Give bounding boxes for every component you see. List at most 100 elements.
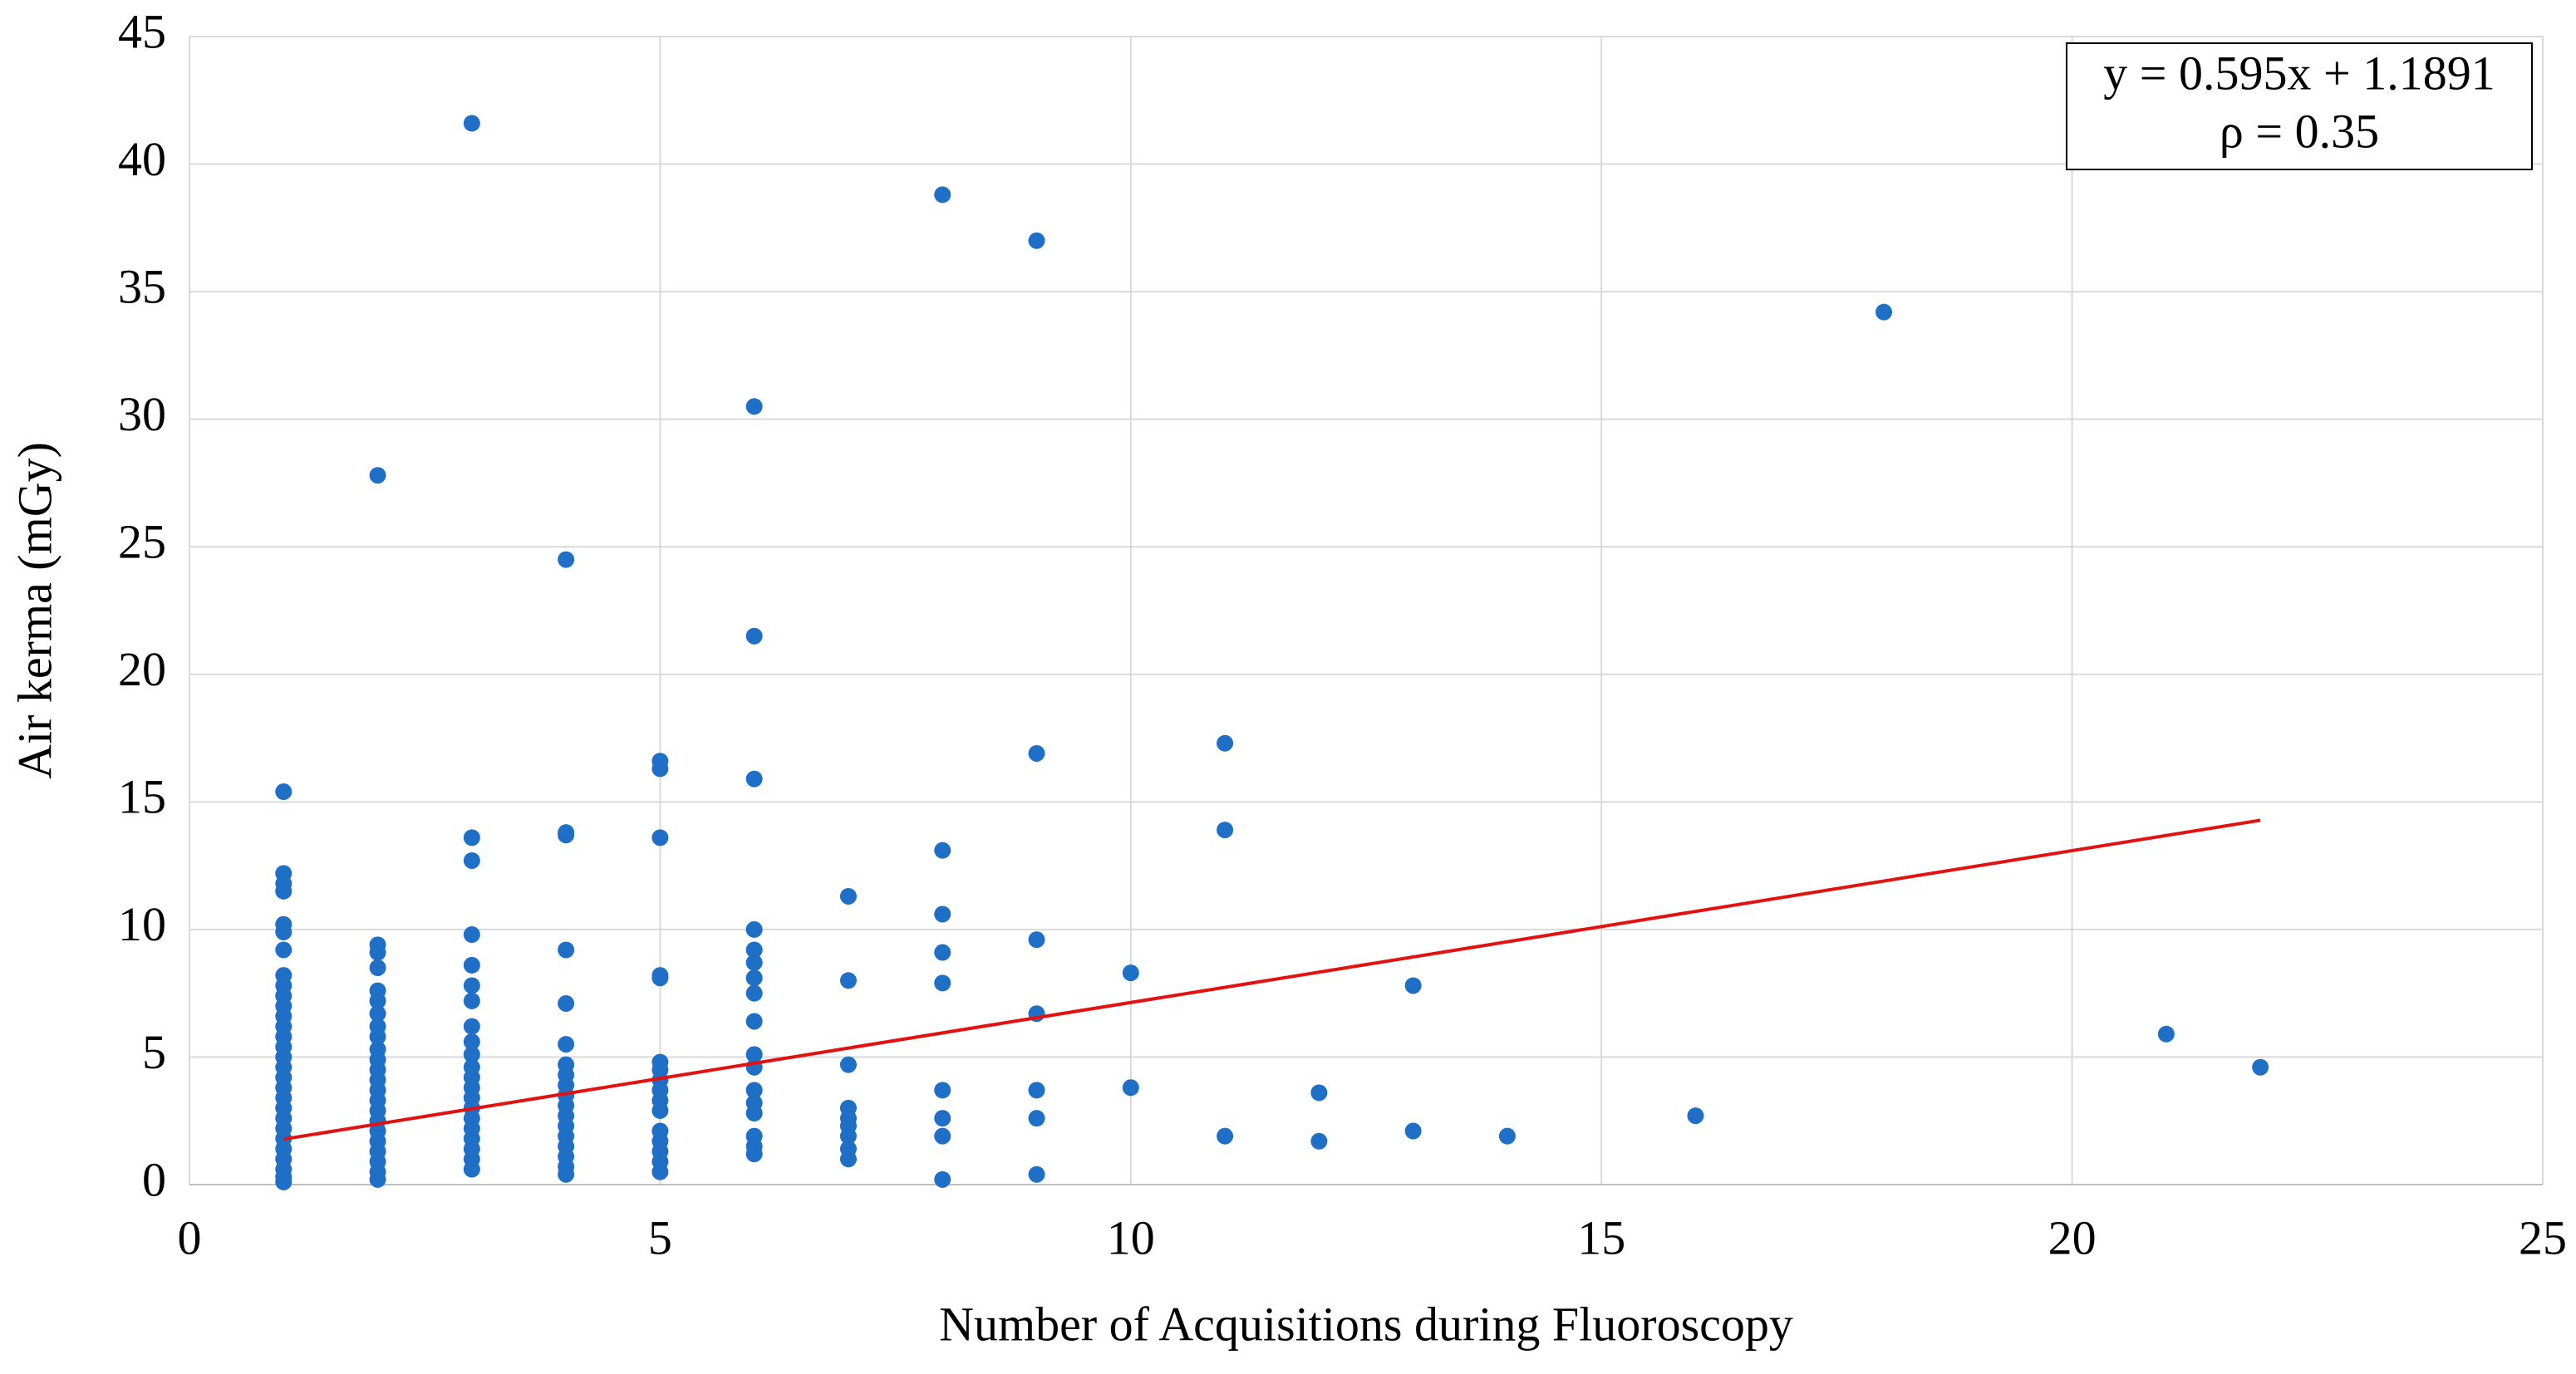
point [463,956,480,974]
point [463,1018,480,1035]
point [745,920,763,938]
point [934,944,951,961]
point [745,1146,763,1163]
point [463,829,480,846]
annotation-line: ρ = 0.35 [2220,104,2379,158]
point [463,977,480,994]
x-tick-label: 0 [178,1210,202,1264]
point [745,984,763,1002]
point [1498,1127,1516,1145]
point [369,992,386,1009]
y-tick-label: 25 [118,515,166,569]
trend-line [283,818,2261,1141]
point [745,770,763,788]
y-tick-label: 10 [118,897,166,951]
point [558,551,575,568]
point [1122,1079,1139,1097]
point [934,186,951,204]
point [369,959,386,976]
point [369,1028,386,1045]
point [745,1013,763,1030]
point [934,1170,951,1188]
point [934,1127,951,1145]
point [463,1033,480,1051]
point [745,969,763,987]
point [275,783,293,801]
point [745,627,763,645]
point [1404,977,1422,994]
point [463,115,480,132]
point [275,1173,293,1190]
point [1217,822,1234,839]
point [463,992,480,1009]
point [275,923,293,940]
point [651,829,669,846]
point [558,1036,575,1053]
y-tick-label: 30 [118,387,166,441]
point [934,1082,951,1099]
point [1687,1107,1704,1125]
y-tick-label: 20 [118,642,166,696]
y-tick-label: 5 [142,1025,166,1079]
point [839,887,857,905]
point [1028,744,1045,762]
annotation-line: y = 0.595x + 1.1891 [2103,46,2495,100]
point [1310,1084,1328,1102]
point [745,941,763,959]
x-tick-label: 15 [1577,1210,1625,1264]
point [839,972,857,989]
point [839,1127,857,1145]
point [558,941,575,959]
x-axis-label: Number of Acquisitions during Fluoroscop… [939,1297,1793,1351]
point [558,1165,575,1183]
y-axis-label: Air kerma (mGy) [7,442,61,779]
point [1404,1122,1422,1140]
point [934,905,951,923]
point [745,954,763,971]
point [745,1046,763,1063]
x-tick-label: 10 [1107,1210,1155,1264]
point [558,994,575,1012]
y-tick-label: 35 [118,259,166,313]
point [463,851,480,869]
annotation-box [2066,42,2533,170]
point [651,760,669,778]
point [558,827,575,844]
point [651,1163,669,1180]
point [1028,1165,1045,1183]
point [1122,964,1139,982]
y-tick-label: 15 [118,770,166,824]
point [2252,1058,2269,1076]
point [1028,232,1045,249]
point [1028,931,1045,949]
point [839,1056,857,1073]
point [839,1151,857,1168]
point [275,941,293,959]
point [369,1005,386,1023]
point [1028,1082,1045,1099]
y-tick-label: 45 [118,4,166,58]
point [275,882,293,900]
x-tick-label: 25 [2519,1210,2567,1264]
x-tick-label: 5 [648,1210,672,1264]
point [1875,303,1893,321]
point [651,969,669,987]
point [1217,1127,1234,1145]
point [745,398,763,415]
point [369,467,386,484]
point [463,1161,480,1178]
point [2157,1025,2175,1043]
point [934,1110,951,1127]
point [463,926,480,944]
point [934,842,951,859]
point [369,1170,386,1188]
point [934,974,951,992]
point [745,1105,763,1122]
point [369,944,386,961]
point [1028,1110,1045,1127]
y-tick-label: 0 [142,1152,166,1206]
point [745,1082,763,1099]
point [651,1102,669,1119]
